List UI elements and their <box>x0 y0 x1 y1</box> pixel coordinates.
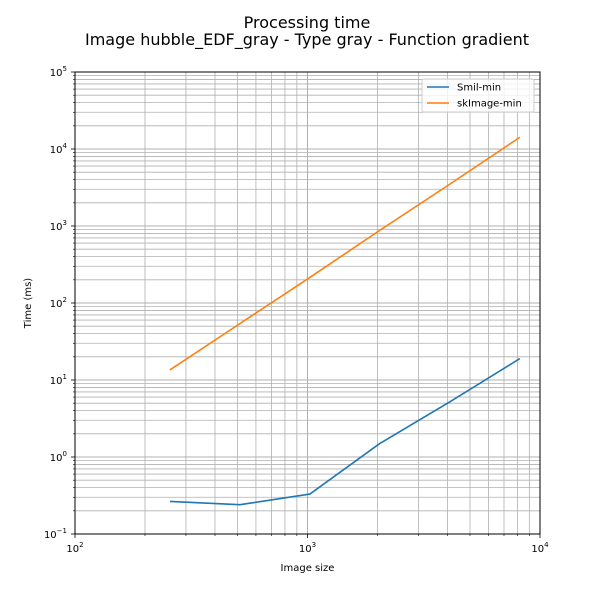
legend: Smil-min skImage-min <box>421 78 535 113</box>
x-axis-label: Image size <box>281 563 335 574</box>
y-axis-label: Time (ms) <box>23 278 34 330</box>
y-tick-label: 105 <box>50 65 67 79</box>
x-tick-label: 102 <box>66 541 83 555</box>
legend-box <box>421 78 535 113</box>
series-line-skimage-min <box>169 136 521 371</box>
y-tick-label: 102 <box>50 296 67 310</box>
y-tick-label: 103 <box>50 219 67 233</box>
y-tick-label: 104 <box>50 142 68 156</box>
series-line-smil-min <box>169 357 521 506</box>
grid <box>74 71 541 535</box>
axis-ticks: 102 103 104 10−1 100 101 102 103 104 105 <box>44 65 549 555</box>
y-tick-label: 100 <box>50 450 67 464</box>
y-tick-label: 10−1 <box>44 527 67 541</box>
chart-subtitle: Image hubble_EDF_gray - Type gray - Func… <box>85 30 529 50</box>
x-tick-label: 103 <box>299 541 316 555</box>
y-tick-label: 101 <box>50 373 67 387</box>
x-tick-label: 104 <box>531 541 549 555</box>
legend-label-smil-min: Smil-min <box>457 83 501 94</box>
chart-title: Processing time <box>244 13 371 32</box>
legend-label-skimage-min: skImage-min <box>457 99 522 110</box>
plot-lines <box>169 136 521 506</box>
